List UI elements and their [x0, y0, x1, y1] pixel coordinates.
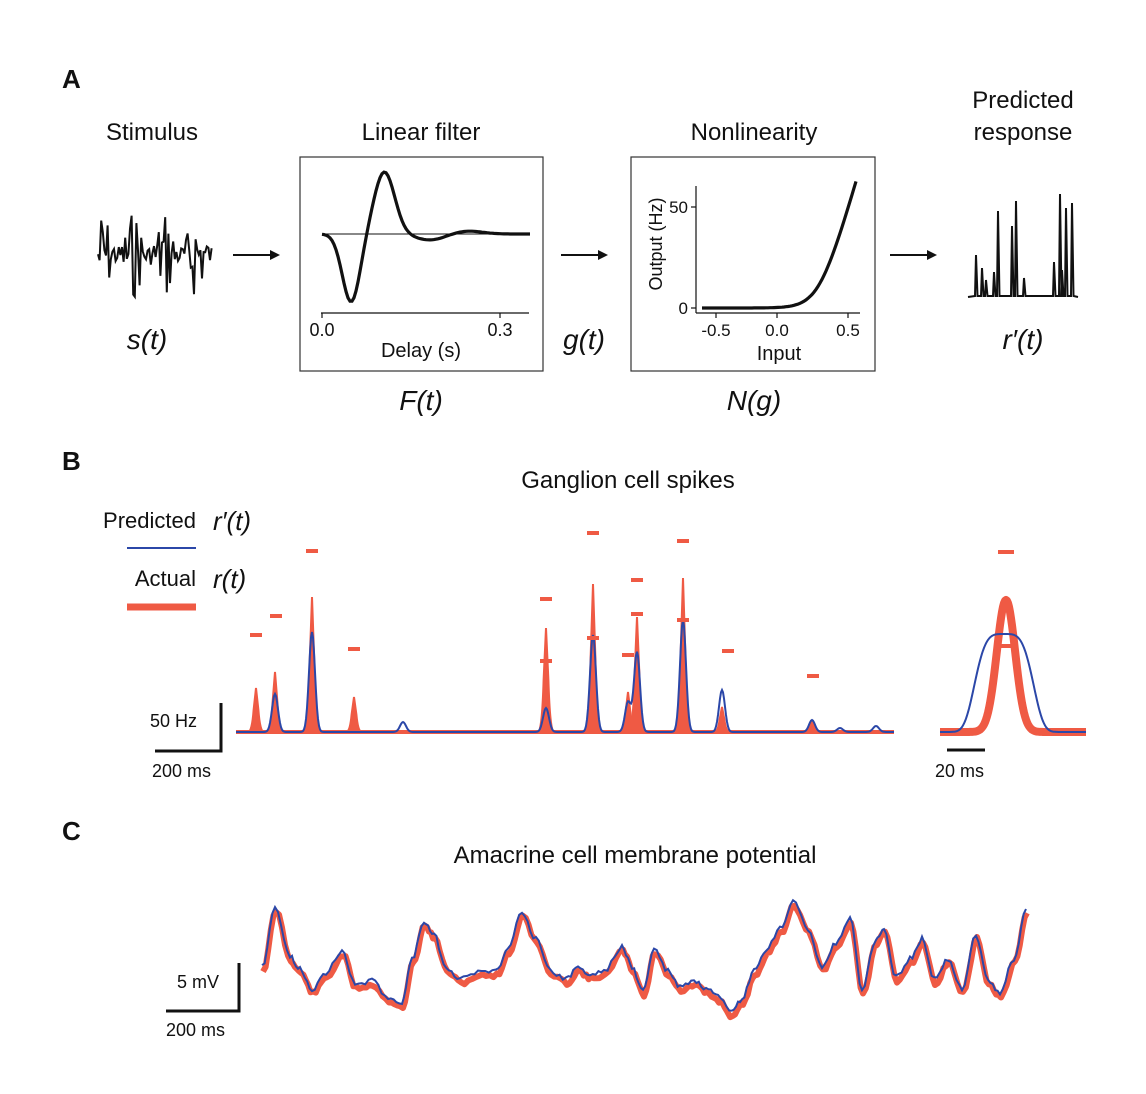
- F-t-label: F(t): [399, 385, 443, 416]
- ganglion-actual-trace: [236, 577, 894, 734]
- nonlin-xtick-label-1: 0.0: [765, 321, 789, 340]
- linear-filter-box: [299, 156, 544, 372]
- g-t-label: g(t): [563, 324, 605, 355]
- ganglion-title: Ganglion cell spikes: [521, 467, 734, 494]
- legend-predicted-symbol: r′(t): [213, 506, 251, 536]
- r-prime-t-label: r′(t): [1002, 324, 1043, 355]
- nonlin-ylabel: Output (Hz): [646, 197, 666, 290]
- ganglion-spike-markers: [250, 531, 819, 678]
- amacrine-scale-y: 5 mV: [177, 972, 219, 992]
- ganglion-actual-peak: [303, 596, 321, 733]
- amacrine-scale-bar: [166, 963, 241, 1013]
- amacrine-title: Amacrine cell membrane potential: [454, 842, 817, 869]
- amacrine-predicted-trace: [261, 898, 1027, 1012]
- inset-predicted-trace: [940, 633, 1086, 733]
- filter-xtick-label-0: 0.0: [309, 320, 334, 340]
- linear-filter-title: Linear filter: [362, 119, 481, 146]
- panel-b-label: B: [62, 446, 81, 476]
- panel-c-label: C: [62, 816, 81, 846]
- ganglion-actual-peak: [584, 583, 602, 733]
- panel-a-label: A: [62, 64, 81, 94]
- predicted-response-title-line1: Predicted: [972, 87, 1073, 114]
- ganglion-predicted-trace: [236, 619, 894, 733]
- ganglion-scale-x: 200 ms: [152, 761, 211, 781]
- stimulus-title: Stimulus: [106, 119, 198, 146]
- predicted-response-trace: [967, 193, 1079, 298]
- filter-xtick-label-1: 0.3: [487, 320, 512, 340]
- inset-scale-x: 20 ms: [935, 761, 984, 781]
- ganglion-actual-peak: [537, 627, 555, 733]
- N-g-label: N(g): [727, 385, 781, 416]
- nonlinearity-box: [630, 156, 876, 372]
- arrow-stimulus-to-filter: [233, 250, 280, 260]
- ganglion-actual-peak: [345, 696, 363, 733]
- legend-predicted-label: Predicted: [103, 508, 196, 533]
- legend-actual-symbol: r(t): [213, 564, 246, 594]
- inset-actual-trace: [937, 596, 1089, 736]
- ganglion-actual-peak: [628, 616, 646, 733]
- nonlin-xtick-label-0: -0.5: [701, 321, 730, 340]
- nonlin-ytick-label-50: 50: [669, 198, 688, 217]
- amacrine-actual-trace: [260, 902, 1030, 1021]
- filter-xlabel: Delay (s): [381, 340, 461, 362]
- nonlinearity-title: Nonlinearity: [691, 119, 818, 146]
- s-t-label: s(t): [127, 324, 167, 355]
- nonlin-xlabel: Input: [757, 343, 802, 365]
- nonlinearity-curve: [702, 180, 858, 310]
- legend-actual-label: Actual: [135, 566, 196, 591]
- predicted-response-title-line2: response: [974, 119, 1073, 146]
- nonlin-xtick-label-2: 0.5: [836, 321, 860, 340]
- ganglion-scale-y: 50 Hz: [150, 711, 197, 731]
- arrow-nonlinearity-to-response: [890, 250, 937, 260]
- arrow-filter-to-nonlinearity: [561, 250, 608, 260]
- nonlin-ytick-label-0: 0: [679, 299, 688, 318]
- ganglion-actual-peak: [674, 577, 692, 733]
- ganglion-scale-bar: [155, 703, 223, 753]
- ganglion-actual-peak: [247, 687, 265, 733]
- stimulus-trace: [97, 215, 213, 300]
- filter-curve: [321, 170, 530, 303]
- amacrine-scale-x: 200 ms: [166, 1020, 225, 1040]
